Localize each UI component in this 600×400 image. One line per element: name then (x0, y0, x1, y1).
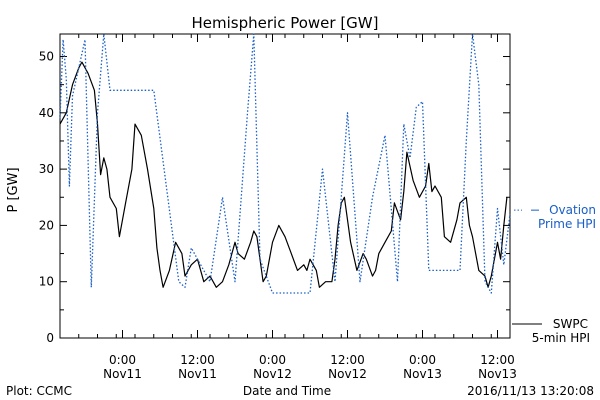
y-axis-label: P [GW] (6, 167, 21, 212)
series-line-ovation (59, 33, 511, 294)
x-tick-label-time: 0:00 (409, 353, 436, 367)
legend-label-ovation-line1: Ovation (549, 203, 596, 217)
x-tick-label-time: 12:00 (180, 353, 215, 367)
y-tick-label: 30 (39, 162, 54, 176)
x-tick-label-time: 0:00 (259, 353, 286, 367)
legend-label-swpc-line2: 5-min HPI (532, 331, 590, 345)
series-line-swpc (59, 61, 508, 288)
x-tick-label-time: 12:00 (330, 353, 365, 367)
x-tick-label-date: Nov12 (253, 367, 292, 381)
x-tick-label-date: Nov13 (403, 367, 442, 381)
x-tick-label-time: 0:00 (109, 353, 136, 367)
timestamp: 2016/11/13 13:20:08 (467, 384, 594, 398)
axes-layer: 010203040500:00Nov1112:00Nov110:00Nov121… (39, 33, 517, 381)
y-tick-label: 0 (46, 331, 54, 345)
y-tick-label: 40 (39, 106, 54, 120)
y-tick-label: 20 (39, 218, 54, 232)
x-axis-label: Date and Time (243, 384, 331, 398)
legend-label-swpc-line1: SWPC (553, 317, 588, 331)
y-tick-label: 50 (39, 50, 54, 64)
x-tick-label-date: Nov11 (178, 367, 217, 381)
legend-label-ovation-line2: Prime HPI (538, 217, 596, 231)
chart-title: Hemispheric Power [GW] (192, 14, 379, 32)
x-tick-label-time: 12:00 (480, 353, 515, 367)
x-tick-label-date: Nov11 (103, 367, 142, 381)
x-tick-label-date: Nov12 (328, 367, 367, 381)
x-tick-label-date: Nov13 (478, 367, 517, 381)
series-layer (59, 33, 511, 294)
y-tick-label: 10 (39, 275, 54, 289)
plot-credit: Plot: CCMC (6, 384, 72, 398)
